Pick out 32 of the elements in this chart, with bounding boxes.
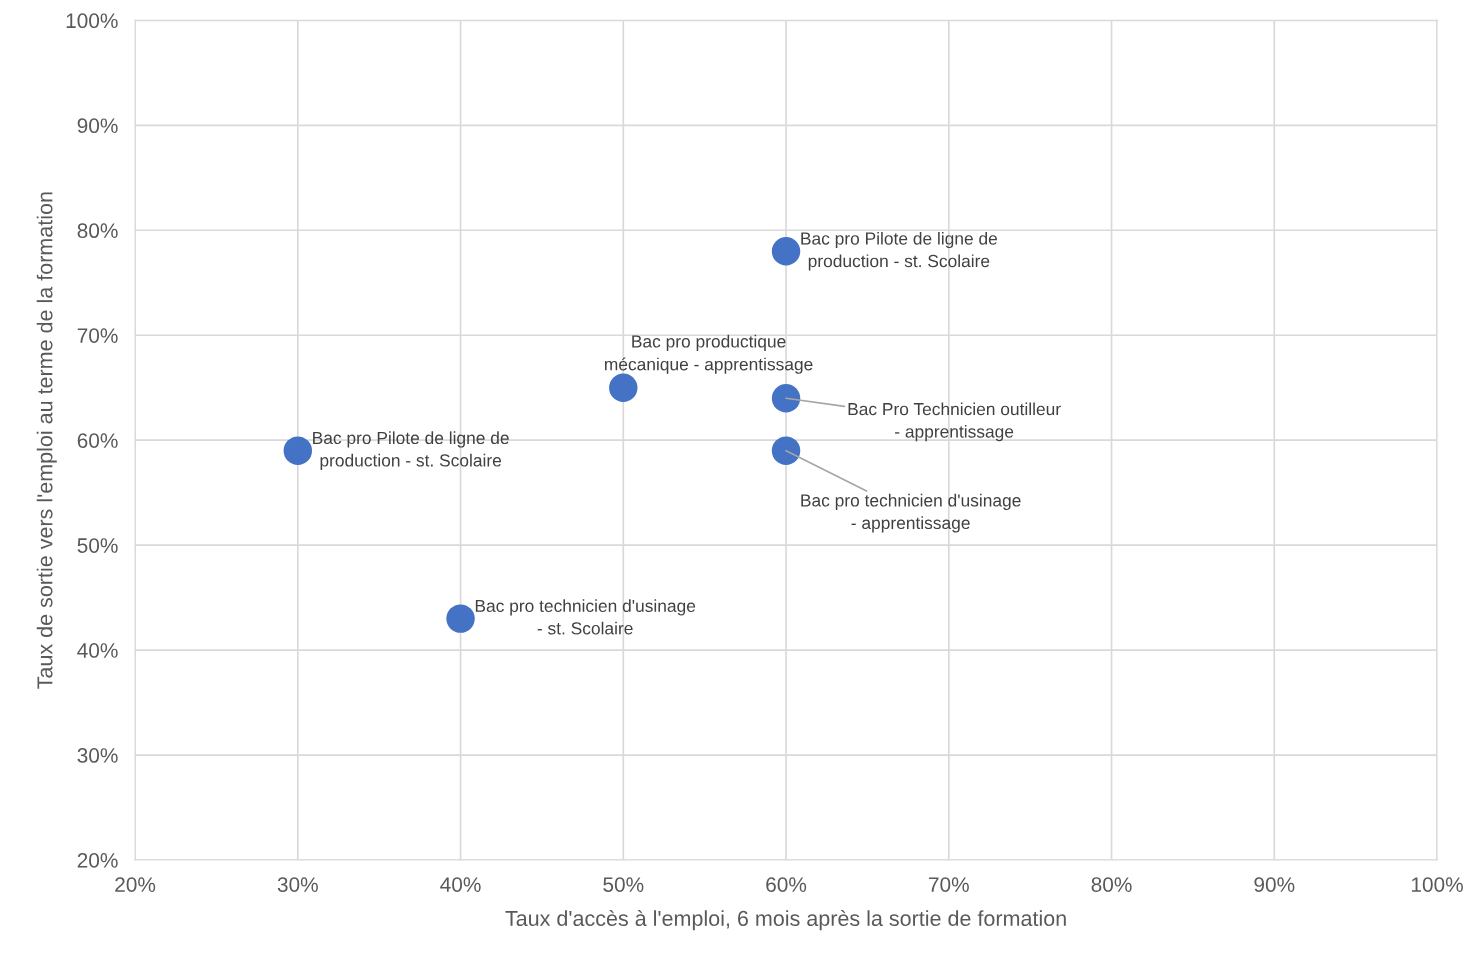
y-tick-label: 80% [77, 223, 118, 239]
x-axis-title: Taux d'accès à l'emploi, 6 mois après la sortie de formation [505, 909, 1066, 931]
y-tick-label: 100% [66, 13, 118, 29]
x-tick-label: 60% [766, 877, 807, 892]
annotation: Bac pro Pilote de ligne de production - st. Scolaire [801, 231, 998, 271]
y-tick-label: 60% [77, 433, 118, 448]
y-tick-label: 40% [77, 643, 118, 658]
point [446, 604, 475, 633]
x-tick-label: 30% [277, 877, 318, 892]
y-tick-label: 70% [77, 328, 118, 343]
point [609, 373, 638, 402]
x-tick-label: 20% [115, 877, 156, 892]
point [771, 383, 801, 413]
point [283, 436, 313, 465]
y-tick-label: 20% [77, 853, 118, 868]
annotation: Bac pro technicien d'usinage - apprentissage [801, 493, 1021, 533]
x-tick-label: 100% [1411, 877, 1463, 892]
annotation: Bac Pro Technicien outilleur - apprentissage [848, 402, 1061, 442]
y-tick-label: 30% [77, 748, 118, 763]
annotation: Bac pro technicien d'usinage - st. Scolaire [475, 599, 696, 635]
x-tick-label: 70% [929, 877, 969, 892]
x-tick-label: 90% [1254, 877, 1295, 892]
point [771, 237, 801, 266]
y-tick-label: 90% [77, 118, 118, 134]
y-tick-label: 50% [77, 538, 118, 553]
x-tick-label: 80% [1091, 877, 1132, 892]
x-tick-label: 50% [603, 877, 644, 892]
annotation: Bac pro Pilote de ligne de production - st. Scolaire [313, 431, 509, 471]
x-tick-label: 40% [440, 877, 481, 892]
y-axis-title: Taux de sortie vers l'emploi au terme de la formation [36, 192, 57, 689]
point [771, 436, 801, 465]
annotation: Bac pro productique mécanique - apprentissage [605, 334, 813, 374]
